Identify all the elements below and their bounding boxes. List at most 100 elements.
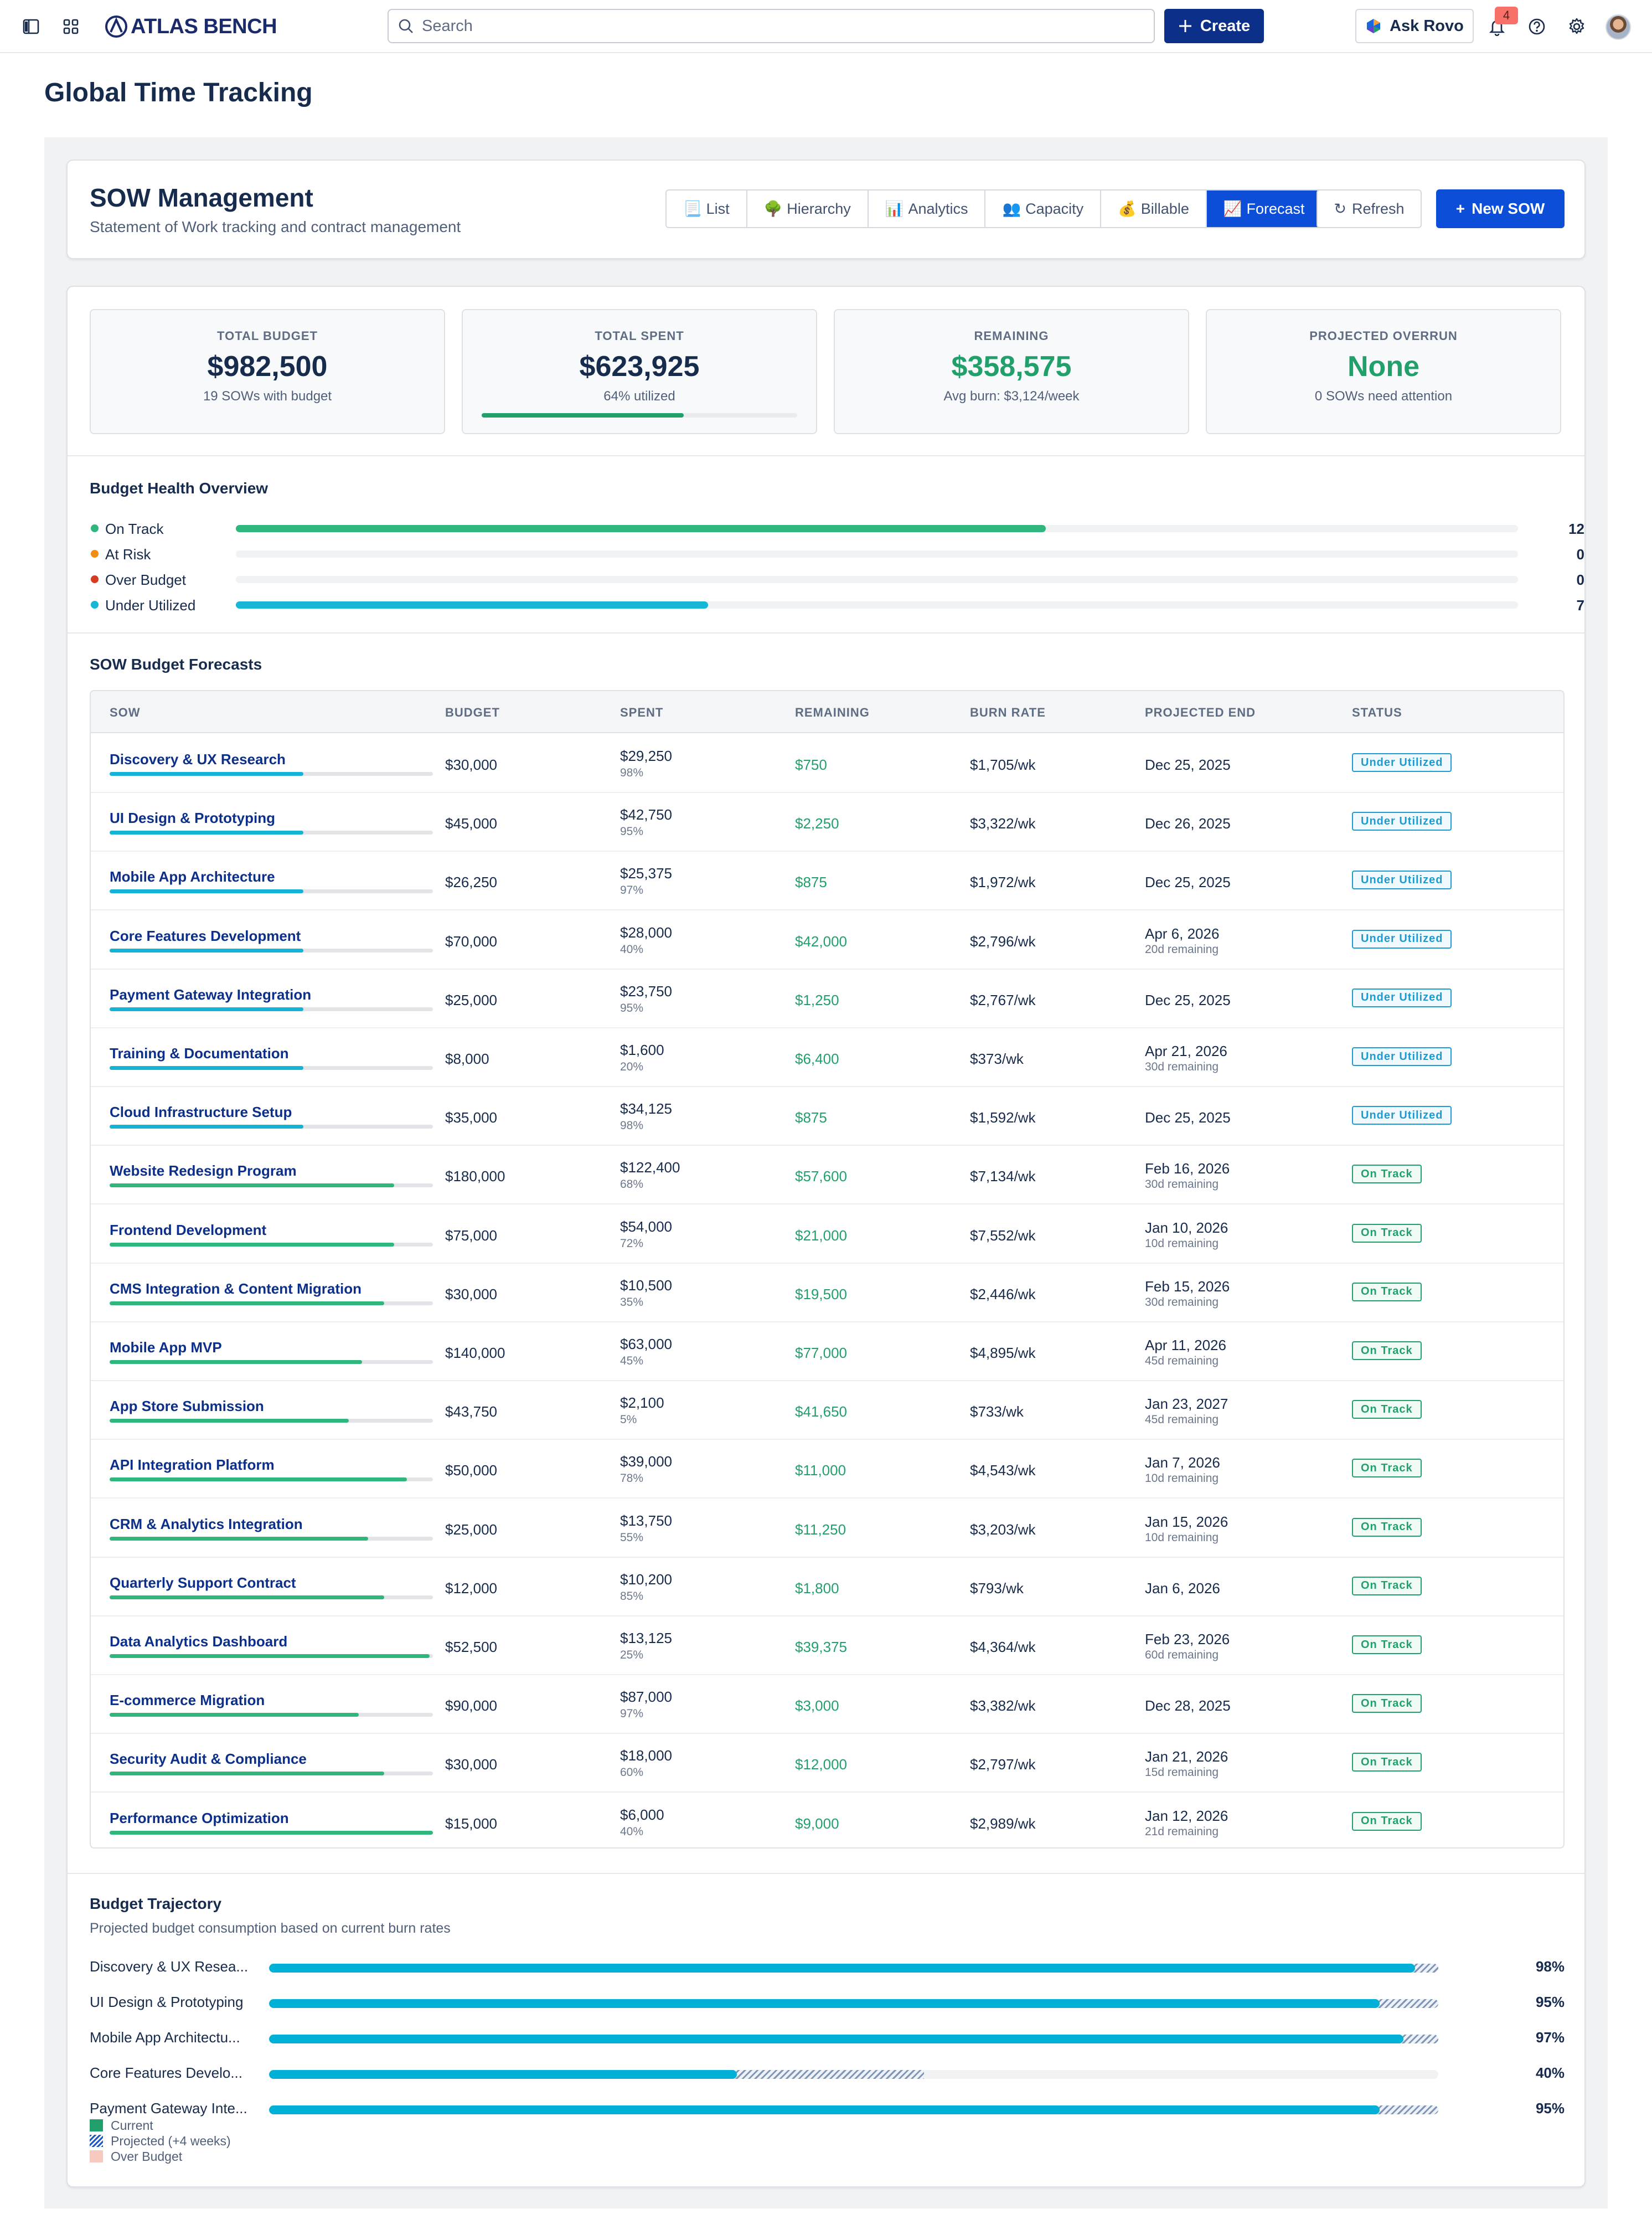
tab-forecast[interactable]: 📈 Forecast xyxy=(1206,190,1321,227)
table-row[interactable]: Quarterly Support Contract $12,000 $10,200… xyxy=(91,1558,1563,1616)
table-row[interactable]: Security Audit & Compliance $30,000 $18,00… xyxy=(91,1734,1563,1793)
sow-name-link[interactable]: API Integration Platform xyxy=(110,1456,275,1474)
sow-spend-bar xyxy=(110,889,433,894)
app-grid-icon[interactable] xyxy=(60,16,82,38)
table-row[interactable]: Frontend Development $75,000 $54,000 72% $21… xyxy=(91,1205,1563,1264)
sow-name-link[interactable]: Quarterly Support Contract xyxy=(110,1574,296,1591)
stat-subtext: 0 SOWs need attention xyxy=(1314,389,1453,404)
burn-rate-cell: $3,203/wk xyxy=(970,1521,1036,1538)
table-row[interactable]: Mobile App MVP $140,000 $63,000 45% $77,000 $… xyxy=(91,1322,1563,1381)
sow-name-link[interactable]: Performance Optimization xyxy=(110,1809,289,1826)
sow-name-link[interactable]: Core Features Development xyxy=(110,927,301,944)
spent-percent: 78% xyxy=(620,1472,644,1485)
spent-cell: $13,750 xyxy=(620,1512,672,1529)
spent-percent: 85% xyxy=(620,1589,644,1603)
sow-name-link[interactable]: UI Design & Prototyping xyxy=(110,810,275,827)
table-row[interactable]: Mobile App Architecture $26,250 $25,375 97%… xyxy=(91,852,1563,911)
tab-list[interactable]: 📃 List xyxy=(667,190,747,227)
legend-swatch xyxy=(90,2119,103,2131)
app-logo[interactable]: ATLAS BENCH xyxy=(104,12,277,41)
spent-cell: $63,000 xyxy=(620,1336,672,1352)
projected-end-cell: Dec 25, 2025 xyxy=(1145,874,1231,891)
stat-subtext: 19 SOWs with budget xyxy=(203,389,332,404)
table-row[interactable]: Data Analytics Dashboard $52,500 $13,125 25… xyxy=(91,1616,1563,1675)
sow-name-link[interactable]: Cloud Infrastructure Setup xyxy=(110,1104,292,1121)
column-header-remaining[interactable]: REMAINING xyxy=(795,706,870,719)
tab-analytics[interactable]: 📊 Analytics xyxy=(868,190,986,227)
sow-name-link[interactable]: CRM & Analytics Integration xyxy=(110,1515,303,1532)
health-bar-track xyxy=(236,550,1518,558)
sow-name-link[interactable]: Frontend Development xyxy=(110,1221,267,1238)
sow-spend-bar xyxy=(110,1183,433,1188)
column-header-burn-rate[interactable]: BURN RATE xyxy=(970,706,1046,719)
tab-billable[interactable]: 💰 Billable xyxy=(1101,190,1207,227)
sow-name-link[interactable]: Training & Documentation xyxy=(110,1045,289,1062)
sow-name-link[interactable]: Payment Gateway Integration xyxy=(110,986,312,1003)
table-row[interactable]: Training & Documentation $8,000 $1,600 20% $… xyxy=(91,1028,1563,1087)
spent-percent: 68% xyxy=(620,1178,644,1191)
budget-cell: $12,000 xyxy=(445,1579,497,1597)
sow-name-link[interactable]: Mobile App Architecture xyxy=(110,868,275,885)
trajectory-label: Mobile App Architectu... xyxy=(90,2029,240,2046)
new-sow-button[interactable]: + New SOW xyxy=(1436,189,1565,228)
ask-rovo-button[interactable]: Ask Rovo xyxy=(1355,9,1474,43)
user-avatar[interactable] xyxy=(1605,14,1631,40)
sow-spend-bar-fill xyxy=(110,1654,430,1658)
table-row[interactable]: CRM & Analytics Integration $25,000 $13,75… xyxy=(91,1499,1563,1558)
trajectory-percent: 95% xyxy=(1535,2100,1565,2117)
trajectory-percent: 97% xyxy=(1535,2029,1565,2046)
trajectory-percent: 98% xyxy=(1535,1958,1565,1975)
tab-hierarchy[interactable]: 🌳 Hierarchy xyxy=(747,190,869,227)
table-row[interactable]: API Integration Platform $50,000 $39,000 78… xyxy=(91,1440,1563,1499)
table-row[interactable]: UI Design & Prototyping $45,000 $42,750 95%… xyxy=(91,793,1563,852)
search-input[interactable]: Search xyxy=(388,9,1155,43)
sow-name-link[interactable]: App Store Submission xyxy=(110,1398,264,1415)
create-button[interactable]: Create xyxy=(1164,9,1264,43)
sow-name-link[interactable]: Data Analytics Dashboard xyxy=(110,1633,288,1650)
help-icon[interactable] xyxy=(1526,16,1548,38)
sow-name-link[interactable]: Discovery & UX Research xyxy=(110,751,286,768)
column-header-projected-end[interactable]: PROJECTED END xyxy=(1145,706,1256,719)
sow-name-link[interactable]: Security Audit & Compliance xyxy=(110,1750,307,1768)
health-count: 7 xyxy=(1576,597,1584,614)
gear-icon[interactable] xyxy=(1566,16,1588,38)
rovo-icon xyxy=(1367,19,1381,33)
column-header-sow[interactable]: SOW xyxy=(110,706,141,719)
column-header-status[interactable]: STATUS xyxy=(1352,706,1402,719)
health-count: 0 xyxy=(1576,546,1584,563)
sow-spend-bar xyxy=(110,1242,433,1247)
budget-trajectory-title: Budget Trajectory xyxy=(90,1895,222,1912)
legend-swatch xyxy=(90,2135,103,2147)
sow-name-link[interactable]: CMS Integration & Content Migration xyxy=(110,1280,362,1297)
create-label: Create xyxy=(1200,17,1251,35)
legend-item-over-budget: Over Budget xyxy=(90,2149,182,2164)
refresh-button[interactable]: ↻ Refresh xyxy=(1317,189,1422,228)
table-row[interactable]: Website Redesign Program $180,000 $122,400… xyxy=(91,1146,1563,1205)
table-row[interactable]: Core Features Development $70,000 $28,000 4… xyxy=(91,911,1563,970)
days-remaining: 10d remaining xyxy=(1145,1472,1219,1485)
sow-name-link[interactable]: Mobile App MVP xyxy=(110,1339,222,1356)
list-tab-icon: 📃 xyxy=(683,200,702,217)
table-header: SOW BUDGET SPENT REMAINING BURN RATE PROJECTE… xyxy=(91,691,1563,733)
column-header-budget[interactable]: BUDGET xyxy=(445,706,500,719)
table-row[interactable]: App Store Submission $43,750 $2,100 5% $41,6… xyxy=(91,1381,1563,1440)
table-row[interactable]: Payment Gateway Integration $25,000 $23,75… xyxy=(91,970,1563,1028)
refresh-icon: ↻ xyxy=(1334,200,1347,217)
table-row[interactable]: Cloud Infrastructure Setup $35,000 $34,125… xyxy=(91,1087,1563,1146)
column-header-spent[interactable]: SPENT xyxy=(620,706,664,719)
table-row[interactable]: E-commerce Migration $90,000 $87,000 97% $3,… xyxy=(91,1675,1563,1734)
status-badge: On Track xyxy=(1352,1753,1422,1772)
table-row[interactable]: Performance Optimization $15,000 $6,000 40%… xyxy=(91,1793,1563,1847)
remaining-cell: $9,000 xyxy=(795,1815,839,1832)
sow-name-link[interactable]: E-commerce Migration xyxy=(110,1692,265,1709)
table-row[interactable]: CMS Integration & Content Migration $30,0… xyxy=(91,1264,1563,1322)
table-row[interactable]: Discovery & UX Research $30,000 $29,250 98%… xyxy=(91,734,1563,793)
sidebar-toggle-icon[interactable] xyxy=(20,16,42,38)
sow-spend-bar-fill xyxy=(110,1830,433,1835)
tab-capacity[interactable]: 👥 Capacity xyxy=(985,190,1102,227)
sow-name-link[interactable]: Website Redesign Program xyxy=(110,1162,297,1180)
stat-subtext: Avg burn: $3,124/week xyxy=(943,389,1080,404)
remaining-cell: $750 xyxy=(795,756,827,773)
legend-label: Current xyxy=(111,2118,153,2133)
days-remaining: 10d remaining xyxy=(1145,1531,1219,1544)
